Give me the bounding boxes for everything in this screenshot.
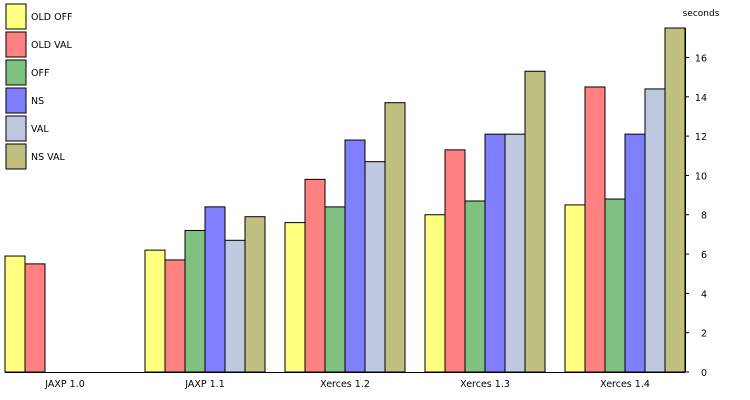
y-tick-label: 14	[695, 93, 707, 104]
legend-entry: VAL	[31, 124, 49, 135]
bar-old-val-4	[584, 86, 606, 373]
bar-old-val-1	[164, 259, 186, 373]
legend-swatch	[5, 87, 27, 114]
bar-off-3	[464, 200, 486, 373]
y-axis-label: seconds	[683, 9, 720, 19]
legend-entry: OLD OFF	[31, 12, 73, 23]
bar-old-off-3	[424, 214, 446, 373]
bar-val-2	[364, 161, 386, 373]
y-tick-label: 0	[701, 368, 707, 379]
legend-swatch	[5, 59, 27, 86]
y-tick-label: 6	[701, 250, 707, 261]
category-label: JAXP 1.0	[44, 379, 85, 390]
bar-off-1	[184, 229, 206, 373]
bar-old-val-0	[24, 263, 46, 373]
bar-old-val-3	[444, 149, 466, 373]
legend-entry: OFF	[31, 68, 49, 79]
bar-old-off-0	[4, 255, 26, 373]
bar-off-2	[324, 206, 346, 373]
bar-ns-val-3	[524, 70, 546, 373]
bar-ns-3	[484, 133, 506, 373]
bar-ns-4	[624, 133, 646, 373]
legend-entry: NS	[31, 96, 44, 107]
bar-ns-2	[344, 139, 366, 373]
y-tick-label: 4	[701, 289, 707, 300]
y-tick-label: 8	[701, 211, 707, 222]
category-label: Xerces 1.4	[600, 379, 650, 390]
y-tick-label: 12	[695, 132, 707, 143]
legend-swatch	[5, 31, 27, 58]
legend-swatch	[5, 3, 27, 30]
y-ticks: 0 2 4 6 8 10 12 14 16	[685, 53, 707, 379]
category-label: JAXP 1.1	[184, 379, 225, 390]
bar-val-4	[644, 88, 666, 373]
legend-entry: NS VAL	[31, 152, 66, 163]
bar-old-val-2	[304, 178, 326, 373]
bar-val-3	[504, 133, 526, 373]
legend-swatch	[5, 143, 27, 170]
bar-ns-val-2	[384, 102, 406, 373]
bars	[4, 27, 686, 373]
bar-ns-val-4	[664, 27, 686, 373]
legend-entry: OLD VAL	[31, 40, 72, 51]
bar-val-1	[224, 239, 246, 373]
legend: OLD OFF OLD VAL OFF NS VAL NS VAL	[5, 3, 73, 170]
bar-old-off-4	[564, 204, 586, 373]
bar-old-off-2	[284, 222, 306, 373]
y-tick-label: 10	[695, 171, 707, 182]
category-label: Xerces 1.3	[460, 379, 510, 390]
bar-ns-val-1	[244, 216, 266, 373]
y-tick-label: 16	[695, 53, 707, 64]
legend-swatch	[5, 115, 27, 142]
bar-old-off-1	[144, 249, 166, 373]
y-tick-label: 2	[701, 329, 707, 340]
category-labels: JAXP 1.0 JAXP 1.1 Xerces 1.2 Xerces 1.3 Xerc…	[44, 379, 650, 390]
bar-ns-1	[204, 206, 226, 373]
category-label: Xerces 1.2	[320, 379, 370, 390]
bar-off-4	[604, 198, 626, 373]
